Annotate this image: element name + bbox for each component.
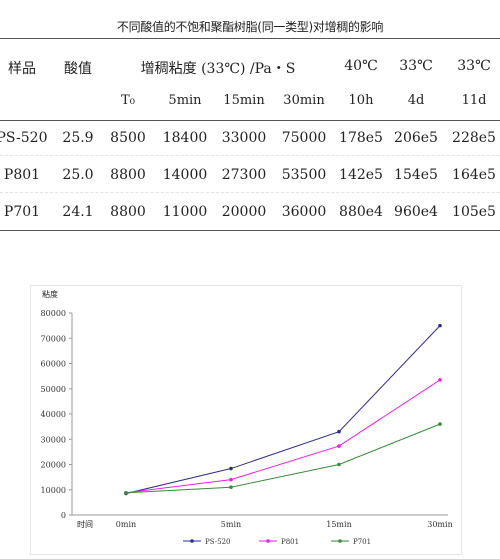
table-top-rule bbox=[0, 38, 500, 39]
row-t0: 8800 bbox=[110, 204, 146, 220]
row-5min: 18400 bbox=[162, 130, 208, 146]
row-divider bbox=[0, 192, 500, 193]
viscosity-chart: 粘度 0 10000 20000 30000 40000 50000 60000 70000 8… bbox=[0, 285, 500, 559]
x-tick-label: 0min bbox=[116, 520, 136, 529]
row-5min: 14000 bbox=[162, 167, 208, 183]
row-30min: 36000 bbox=[281, 204, 327, 220]
header-sample: 样品 bbox=[8, 61, 36, 77]
y-tick-label: 50000 bbox=[41, 385, 66, 394]
row-sample: P701 bbox=[3, 204, 41, 220]
row-acid: 24.1 bbox=[62, 204, 94, 220]
data-point bbox=[124, 490, 128, 495]
subheader-11d: 11d bbox=[461, 93, 487, 108]
data-point bbox=[229, 477, 233, 482]
legend-label: P801 bbox=[281, 538, 299, 546]
x-axis-label: 时间 bbox=[77, 519, 93, 529]
subheader-10h: 10h bbox=[348, 93, 374, 108]
series-line-p701 bbox=[125, 423, 441, 494]
x-tick-label: 15min bbox=[326, 520, 351, 529]
row-11d: 164e5 bbox=[452, 167, 496, 183]
row-5min: 11000 bbox=[162, 204, 208, 220]
row-10h: 142e5 bbox=[339, 167, 383, 183]
row-t0: 8500 bbox=[110, 130, 146, 146]
row-4d: 960e4 bbox=[394, 204, 438, 220]
header-acid-value: 酸值 bbox=[64, 61, 92, 77]
row-acid: 25.9 bbox=[62, 130, 94, 146]
table-bottom-rule bbox=[0, 230, 500, 231]
row-15min: 27300 bbox=[221, 167, 267, 183]
chart-frame bbox=[30, 285, 462, 555]
data-point bbox=[337, 444, 341, 448]
y-tick-label: 70000 bbox=[41, 334, 66, 343]
data-point bbox=[337, 429, 341, 434]
legend-label: P701 bbox=[353, 538, 371, 546]
data-point bbox=[438, 378, 442, 382]
y-axis-label: 粘度 bbox=[42, 289, 58, 299]
subheader-5min: 5min bbox=[168, 93, 202, 108]
header-thickening: 增稠粘度 (33℃) /Pa・S bbox=[140, 61, 296, 77]
y-tick-label: 80000 bbox=[41, 309, 66, 318]
row-11d: 105e5 bbox=[452, 204, 496, 220]
row-15min: 20000 bbox=[221, 204, 267, 220]
y-tick-label: 60000 bbox=[41, 360, 66, 369]
header-40c: 40℃ bbox=[344, 58, 378, 74]
y-axis-ticks: 0 10000 20000 30000 40000 50000 60000 70000 8000… bbox=[41, 309, 72, 520]
chart-legend: PS-520 P801 P701 bbox=[183, 538, 371, 546]
y-tick-label: 10000 bbox=[41, 486, 66, 495]
y-tick-label: 40000 bbox=[41, 410, 66, 419]
data-point bbox=[229, 466, 233, 471]
row-30min: 53500 bbox=[281, 167, 327, 183]
row-4d: 206e5 bbox=[394, 130, 438, 146]
row-30min: 75000 bbox=[281, 130, 327, 146]
subheader-15min: 15min bbox=[223, 93, 265, 108]
subheader-4d: 4d bbox=[407, 93, 425, 108]
y-tick-label: 0 bbox=[61, 511, 66, 520]
series-line-ps-520 bbox=[125, 325, 441, 495]
row-10h: 880e4 bbox=[339, 204, 383, 220]
header-33c-a: 33℃ bbox=[399, 58, 433, 74]
table-title: 不同酸值的不饱和聚酯树脂(同一类型)对增稠的影响 bbox=[116, 20, 384, 34]
legend-marker bbox=[338, 539, 342, 543]
row-11d: 228e5 bbox=[452, 130, 496, 146]
row-sample: P801 bbox=[3, 167, 41, 183]
row-acid: 25.0 bbox=[62, 167, 94, 183]
x-tick-label: 30min bbox=[427, 520, 452, 529]
legend-marker bbox=[266, 539, 270, 543]
chart-svg: 粘度 0 10000 20000 30000 40000 50000 60000 70000 8… bbox=[41, 289, 453, 546]
row-t0: 8800 bbox=[110, 167, 146, 183]
legend-label: PS-520 bbox=[205, 538, 231, 546]
row-4d: 154e5 bbox=[394, 167, 438, 183]
data-point bbox=[337, 462, 341, 467]
row-divider bbox=[0, 155, 500, 156]
subheader-t0: T₀ bbox=[121, 93, 135, 108]
x-axis-ticks: 0min 5min 15min 30min bbox=[116, 520, 453, 529]
data-point bbox=[438, 323, 442, 328]
y-tick-label: 30000 bbox=[41, 435, 66, 444]
x-tick-label: 5min bbox=[221, 520, 241, 529]
row-10h: 178e5 bbox=[339, 130, 383, 146]
data-point bbox=[438, 422, 442, 426]
series-line-p801 bbox=[125, 379, 441, 494]
header-bottom-rule bbox=[0, 120, 500, 121]
subheader-30min: 30min bbox=[283, 93, 325, 108]
data-point bbox=[229, 485, 233, 490]
row-sample: PS-520 bbox=[0, 130, 48, 146]
legend-marker bbox=[190, 539, 194, 543]
row-15min: 33000 bbox=[221, 130, 267, 146]
header-33c-b: 33℃ bbox=[457, 58, 491, 74]
series-lines bbox=[124, 323, 442, 496]
y-tick-label: 20000 bbox=[41, 461, 66, 470]
